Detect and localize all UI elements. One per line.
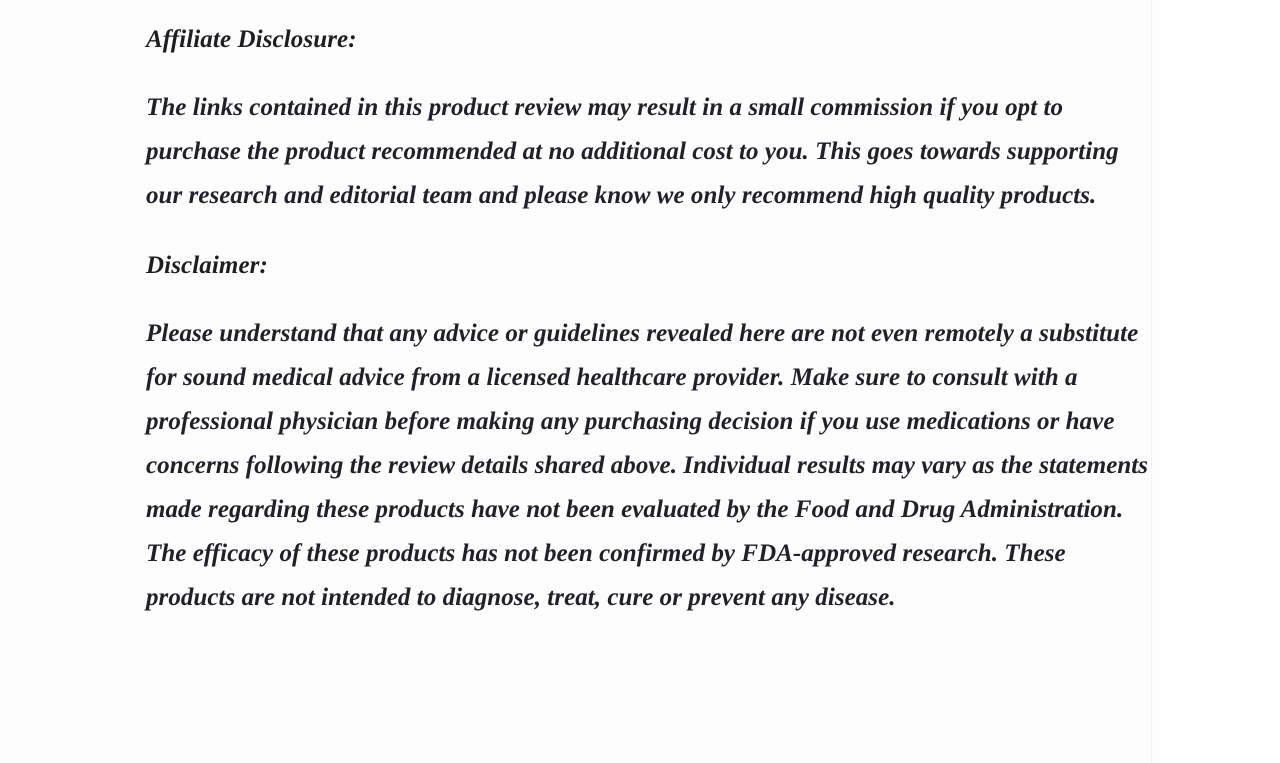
article-body: Affiliate Disclosure: The links containe… <box>146 0 1151 620</box>
disclaimer-heading: Disclaimer: <box>146 252 268 279</box>
section-spacer <box>146 218 1151 244</box>
affiliate-disclosure-heading: Affiliate Disclosure: <box>146 26 357 53</box>
affiliate-disclosure-text: The links contained in this product revi… <box>146 94 1119 209</box>
article-content-column: Affiliate Disclosure: The links containe… <box>146 0 1152 763</box>
page-right-gutter <box>1153 0 1280 763</box>
disclaimer-text: Please understand that any advice or gui… <box>146 320 1149 611</box>
